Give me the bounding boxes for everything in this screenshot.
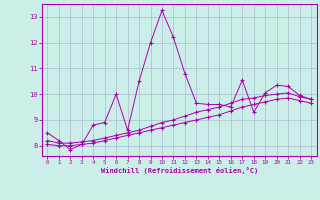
X-axis label: Windchill (Refroidissement éolien,°C): Windchill (Refroidissement éolien,°C) <box>100 167 258 174</box>
